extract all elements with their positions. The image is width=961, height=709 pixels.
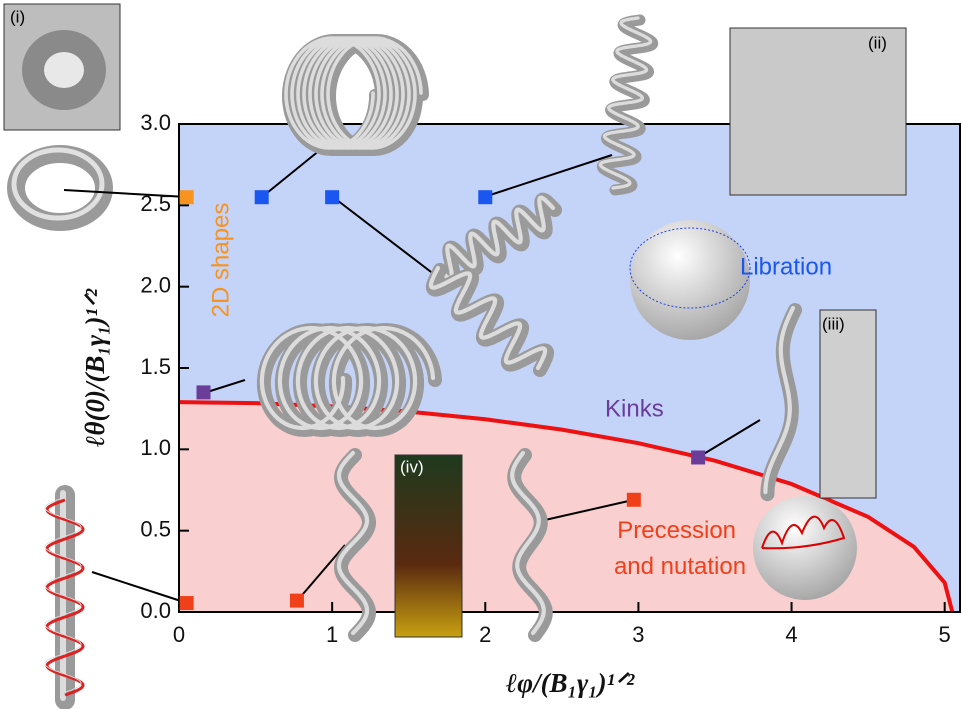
y-tick-label: 2.0 <box>140 272 171 297</box>
x-tick-label: 5 <box>939 622 951 647</box>
inset-photo <box>395 455 462 637</box>
x-tick-label: 4 <box>785 622 797 647</box>
x-tick-label: 1 <box>326 622 338 647</box>
x-axis-label: ℓφ/(B₁γ₁)¹ᐟ² <box>506 668 635 698</box>
marker <box>325 190 339 204</box>
y-tick-label: 1.0 <box>140 435 171 460</box>
marker <box>478 190 492 204</box>
inset-label: (iv) <box>400 457 424 476</box>
series-label: 2D shapes <box>207 203 234 318</box>
sphere <box>630 220 750 340</box>
marker <box>691 450 705 464</box>
x-tick-label: 0 <box>173 622 185 647</box>
marker <box>290 594 304 608</box>
y-tick-label: 0.0 <box>140 598 171 623</box>
marker <box>627 493 641 507</box>
inset-photo <box>730 28 906 195</box>
inset-label: (ii) <box>868 33 887 52</box>
y-tick-label: 2.5 <box>140 191 171 216</box>
inset-label: (iii) <box>822 314 845 333</box>
x-tick-label: 2 <box>479 622 491 647</box>
marker <box>255 190 269 204</box>
inset-label: (i) <box>10 7 25 26</box>
marker <box>197 385 211 399</box>
marker <box>180 190 194 204</box>
series-label: Kinks <box>605 395 664 422</box>
series-label: Libration <box>740 253 832 280</box>
y-axis-label: ℓθ(0)/(B₁γ₁)¹ᐟ² <box>80 288 110 447</box>
marker <box>180 596 194 610</box>
inset-photo <box>820 310 876 498</box>
y-tick-label: 3.0 <box>140 110 171 135</box>
x-tick-label: 3 <box>632 622 644 647</box>
y-tick-label: 0.5 <box>140 516 171 541</box>
inset-photo <box>44 52 84 88</box>
y-tick-label: 1.5 <box>140 354 171 379</box>
chart: ℓφ/(B₁γ₁)¹ᐟ² ℓθ(0)/(B₁γ₁)¹ᐟ² 0 1 2 3 4 5 0.0 0.… <box>0 0 961 709</box>
